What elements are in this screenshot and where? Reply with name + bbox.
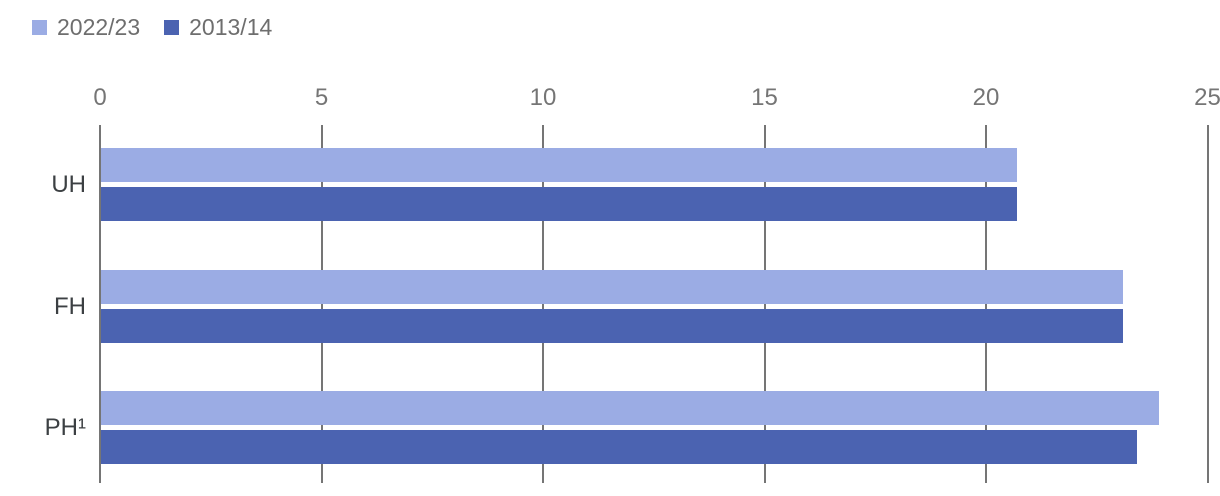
gridline-x-15 (763, 125, 766, 483)
gridline-x-25 (1206, 125, 1209, 483)
x-tick-label-25: 25 (1194, 84, 1220, 111)
legend-swatch-dark-icon (164, 20, 180, 35)
x-tick-label-20: 20 (972, 84, 1000, 111)
x-tick-label-10: 10 (529, 84, 557, 111)
bar (101, 430, 1137, 464)
legend-label-2022-23: 2022/23 (57, 14, 141, 40)
bar (101, 391, 1159, 425)
bar (101, 148, 1017, 182)
gridline-x-20 (985, 125, 987, 483)
gridline-x-0 (99, 125, 101, 483)
legend-item-2022-23: 2022/23 (32, 16, 140, 39)
legend-label-2013-14: 2013/14 (189, 14, 273, 40)
category-label-3: PH¹ (44, 413, 86, 441)
x-tick-label-5: 5 (314, 84, 329, 111)
x-tick-label-15: 15 (751, 84, 778, 111)
x-tick-label-0: 0 (93, 84, 107, 111)
bar (101, 187, 1017, 221)
category-label-2: FH (54, 292, 86, 320)
chart-legend: 2022/23 2013/14 (32, 16, 272, 39)
gridline-x-5 (320, 125, 323, 483)
bar (101, 309, 1124, 343)
legend-item-2013-14: 2013/14 (164, 16, 272, 39)
category-label-1: UH (51, 170, 86, 198)
legend-swatch-light-icon (32, 20, 47, 35)
bar (101, 270, 1124, 304)
gridline-x-10 (542, 125, 544, 483)
